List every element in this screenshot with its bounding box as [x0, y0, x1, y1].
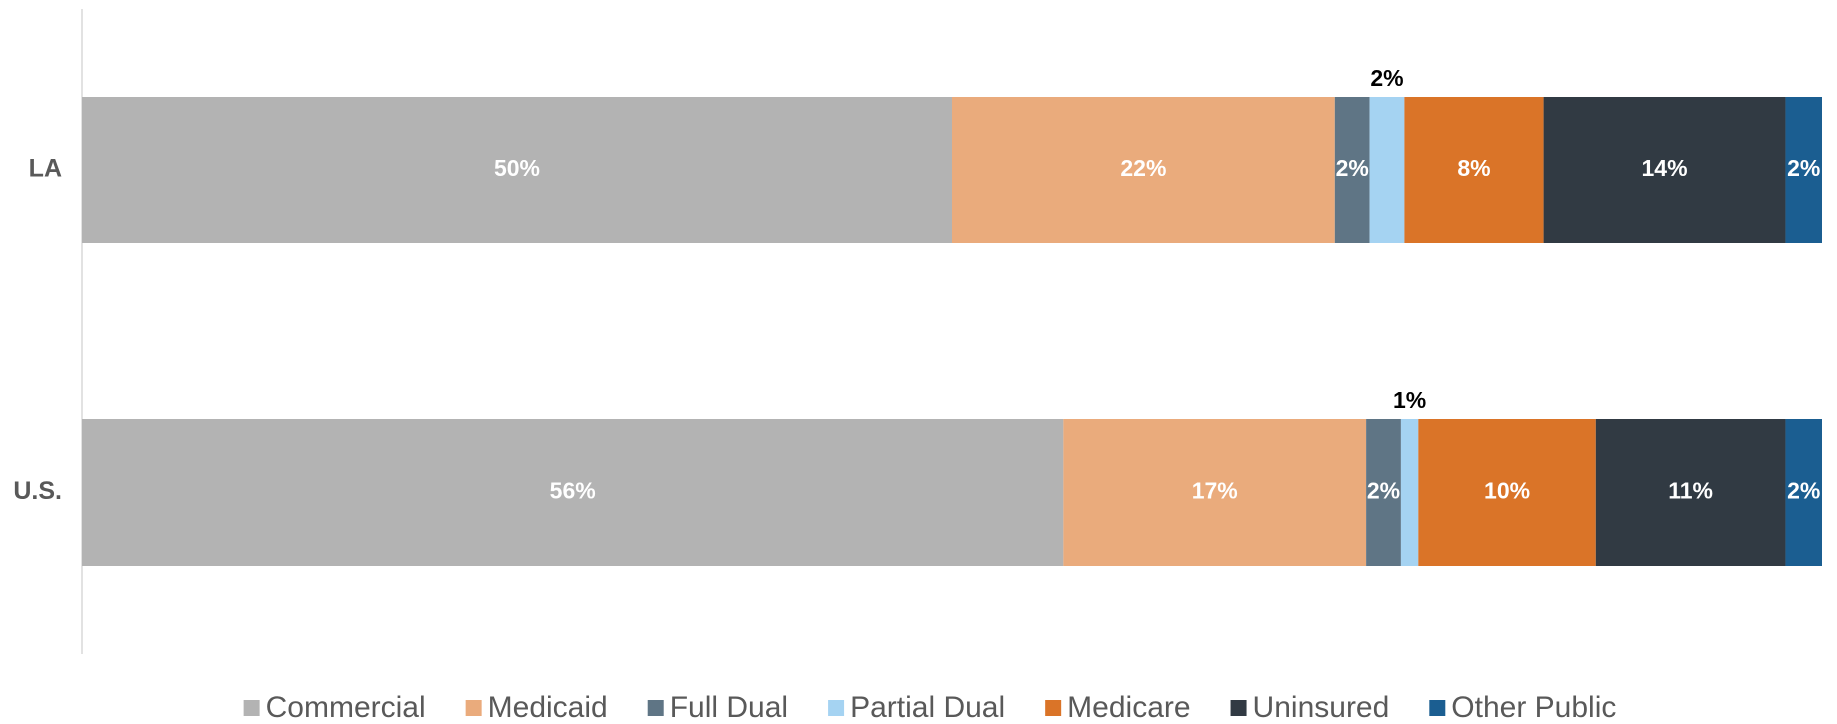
bar-segment — [1400, 419, 1419, 566]
data-label: 2% — [1787, 478, 1820, 504]
data-label: 2% — [1367, 478, 1400, 504]
bar-segment — [1785, 419, 1822, 566]
bar-segment — [1543, 97, 1786, 243]
data-label: 22% — [1120, 155, 1166, 181]
legend-label: Medicare — [1067, 691, 1190, 724]
bar-segment — [1334, 97, 1370, 243]
legend-label: Commercial — [266, 691, 426, 724]
data-label: 8% — [1457, 155, 1490, 181]
legend-swatch — [828, 700, 845, 716]
bar-segment — [1785, 97, 1822, 243]
data-label: 2% — [1336, 155, 1369, 181]
bar-segment — [1369, 97, 1405, 243]
data-label: 11% — [1668, 478, 1713, 504]
bar-segment — [1063, 419, 1367, 566]
legend-label: Other Public — [1451, 691, 1616, 724]
data-label: 2% — [1370, 65, 1403, 91]
bar-segment — [82, 419, 1064, 566]
bar-segment — [1595, 419, 1786, 566]
legend-swatch — [243, 700, 260, 716]
legend-label: Full Dual — [670, 691, 788, 724]
data-label: 2% — [1787, 155, 1820, 181]
data-label: 50% — [494, 155, 540, 181]
category-label: LA — [29, 155, 62, 183]
legend-swatch — [1230, 700, 1247, 716]
bar-segment — [1404, 97, 1544, 243]
data-label: 10% — [1484, 478, 1530, 504]
legend-swatch — [1045, 700, 1062, 716]
bar-segment — [952, 97, 1335, 243]
data-label: 56% — [550, 478, 596, 504]
legend-label: Partial Dual — [850, 691, 1005, 724]
legend-label: Medicaid — [488, 691, 608, 724]
bar-segment — [1366, 419, 1401, 566]
legend-swatch — [465, 700, 482, 716]
data-label: 1% — [1393, 387, 1426, 413]
data-label: 17% — [1192, 478, 1238, 504]
legend: Commercial Medicaid Full Dual Partial Dual M… — [243, 691, 1616, 724]
legend-swatch — [1429, 700, 1446, 716]
bar-segment — [1418, 419, 1596, 566]
legend-swatch — [647, 700, 664, 716]
category-label: U.S. — [13, 477, 62, 505]
bar-segment — [82, 97, 952, 243]
data-label: 14% — [1642, 155, 1688, 181]
legend-label: Uninsured — [1253, 691, 1390, 724]
